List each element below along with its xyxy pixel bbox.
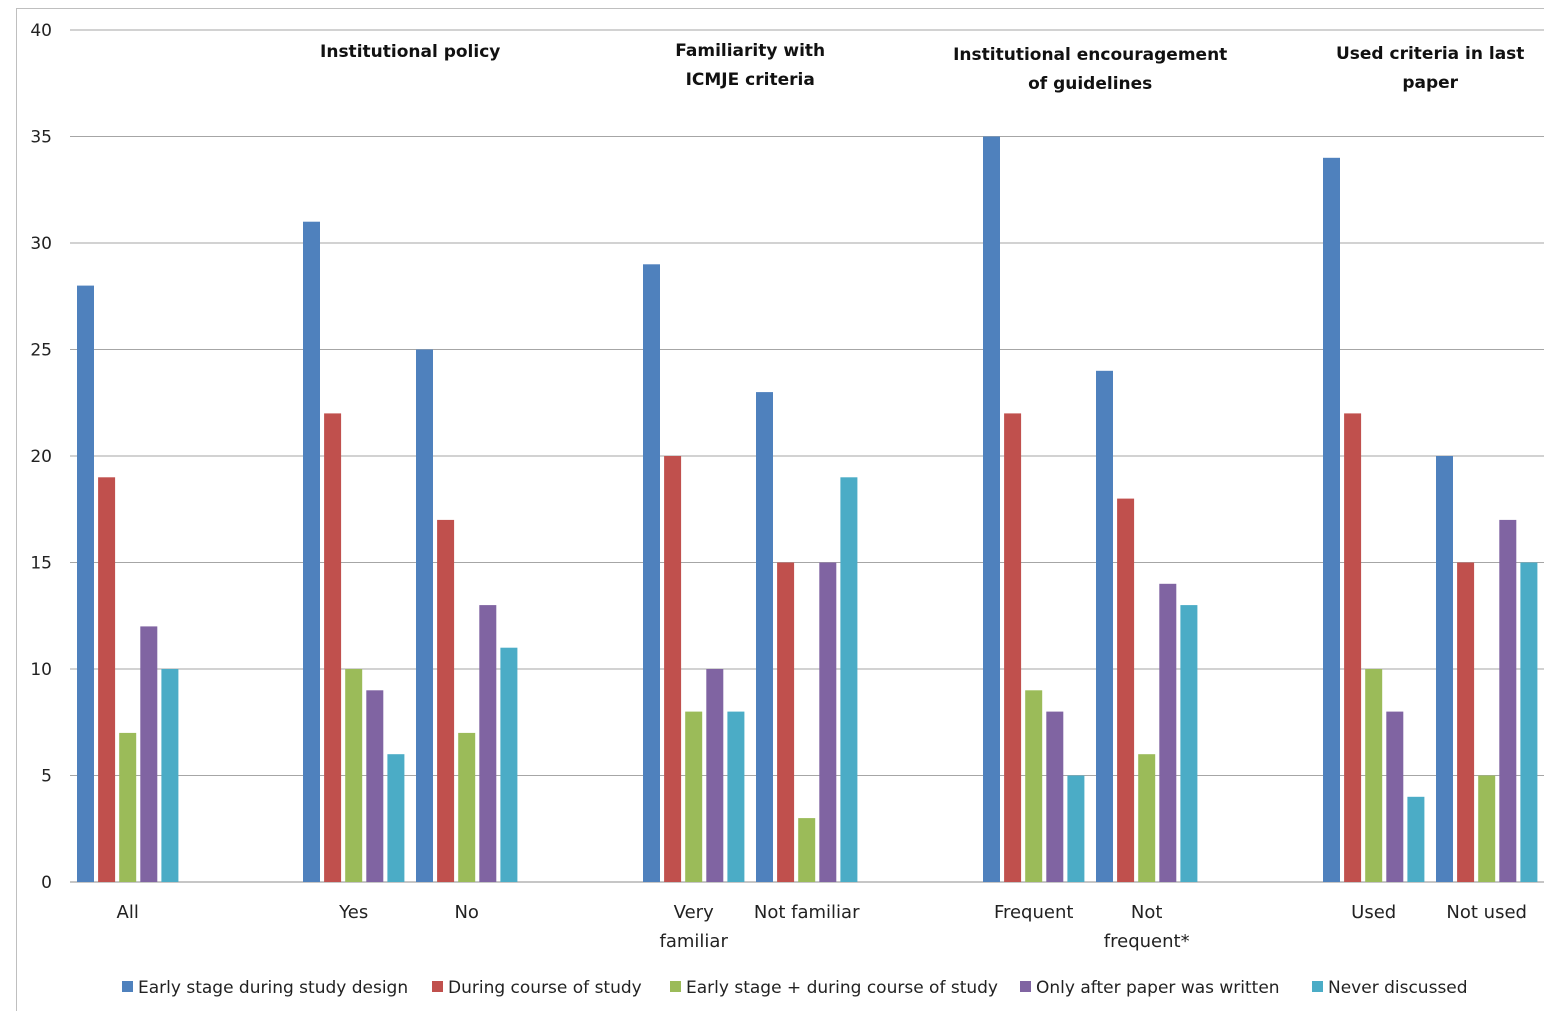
category-label: All bbox=[117, 902, 139, 923]
bar bbox=[416, 349, 433, 882]
bar bbox=[140, 626, 158, 882]
y-tick-label: 25 bbox=[30, 341, 52, 361]
category-label: familiar bbox=[660, 931, 729, 952]
bar bbox=[1457, 562, 1475, 882]
bar bbox=[798, 818, 816, 882]
legend-swatch bbox=[1020, 981, 1031, 992]
bar bbox=[1159, 583, 1177, 882]
bar bbox=[1046, 711, 1064, 882]
category-label: frequent* bbox=[1104, 931, 1190, 952]
gridlines bbox=[70, 29, 1544, 883]
group-label: of guidelines bbox=[1028, 74, 1152, 94]
bar bbox=[664, 456, 682, 882]
category-label: Frequent bbox=[994, 902, 1074, 923]
y-tick-label: 5 bbox=[41, 767, 52, 787]
legend-swatch bbox=[1312, 981, 1323, 992]
category-label: Not used bbox=[1446, 902, 1527, 923]
legend-label: Early stage during study design bbox=[138, 978, 408, 998]
bar bbox=[1386, 711, 1404, 882]
bar bbox=[1138, 754, 1156, 882]
y-tick-label: 40 bbox=[30, 21, 52, 41]
bar bbox=[479, 605, 497, 882]
category-label: Used bbox=[1351, 902, 1396, 923]
bar bbox=[161, 669, 179, 882]
group-label: paper bbox=[1402, 73, 1458, 93]
group-labels: Institutional policy Familiarity with ICMJ… bbox=[320, 41, 1524, 94]
bar bbox=[1323, 157, 1340, 883]
bar bbox=[1004, 413, 1022, 882]
bar bbox=[1096, 370, 1113, 882]
y-tick-label: 20 bbox=[30, 447, 52, 467]
bar bbox=[458, 732, 476, 882]
legend-label: Never discussed bbox=[1328, 978, 1468, 998]
bar bbox=[1478, 775, 1496, 882]
y-axis-ticks: 0 5 10 15 20 25 30 35 40 bbox=[30, 21, 52, 893]
bar bbox=[1067, 775, 1085, 882]
bar bbox=[1025, 690, 1043, 882]
bar bbox=[366, 690, 384, 882]
bar bbox=[643, 264, 660, 882]
bar bbox=[1407, 796, 1425, 882]
y-tick-label: 30 bbox=[30, 234, 52, 254]
bar bbox=[1436, 456, 1453, 882]
bar bbox=[983, 136, 1000, 882]
y-tick-label: 15 bbox=[30, 554, 52, 574]
bar bbox=[119, 732, 137, 882]
legend-swatch bbox=[432, 981, 443, 992]
bar bbox=[706, 669, 724, 882]
group-label: Institutional encouragement bbox=[953, 45, 1227, 65]
bar bbox=[77, 285, 94, 883]
bar bbox=[1520, 562, 1538, 882]
legend-swatch bbox=[670, 981, 681, 992]
legend: Early stage during study design During co… bbox=[122, 978, 1468, 998]
bar bbox=[819, 562, 837, 882]
bar bbox=[303, 221, 320, 882]
bar bbox=[1344, 413, 1362, 882]
category-labels: All Yes No Very familiar Not familiar Frequent… bbox=[117, 902, 1527, 952]
bar bbox=[500, 647, 518, 882]
category-label: Not familiar bbox=[754, 902, 860, 923]
bar bbox=[1180, 605, 1198, 882]
bar bbox=[685, 711, 703, 882]
legend-label: During course of study bbox=[448, 978, 642, 998]
bar bbox=[777, 562, 795, 882]
category-label: No bbox=[454, 902, 478, 923]
group-label: Institutional policy bbox=[320, 42, 500, 62]
bar bbox=[345, 669, 363, 882]
bar bbox=[1117, 498, 1135, 882]
bar bbox=[1365, 669, 1383, 882]
bars bbox=[77, 136, 1538, 883]
group-label: Used criteria in last bbox=[1336, 44, 1524, 64]
group-label: Familiarity with bbox=[675, 41, 825, 61]
y-tick-label: 35 bbox=[30, 128, 52, 148]
bar bbox=[840, 477, 858, 882]
legend-label: Only after paper was written bbox=[1036, 978, 1280, 998]
category-label: Very bbox=[674, 902, 714, 923]
bar bbox=[756, 392, 773, 882]
bar bbox=[1499, 519, 1517, 882]
bar bbox=[387, 754, 405, 882]
y-tick-label: 10 bbox=[30, 660, 52, 680]
group-label: ICMJE criteria bbox=[686, 70, 815, 90]
bar bbox=[98, 477, 116, 882]
bar bbox=[727, 711, 745, 882]
legend-swatch bbox=[122, 981, 133, 992]
category-label: Not bbox=[1131, 902, 1163, 923]
legend-label: Early stage + during course of study bbox=[686, 978, 998, 998]
y-tick-label: 0 bbox=[41, 873, 52, 893]
bar bbox=[324, 413, 342, 882]
category-label: Yes bbox=[338, 902, 368, 923]
bar bbox=[437, 519, 455, 882]
chart-frame bbox=[16, 8, 1544, 1011]
